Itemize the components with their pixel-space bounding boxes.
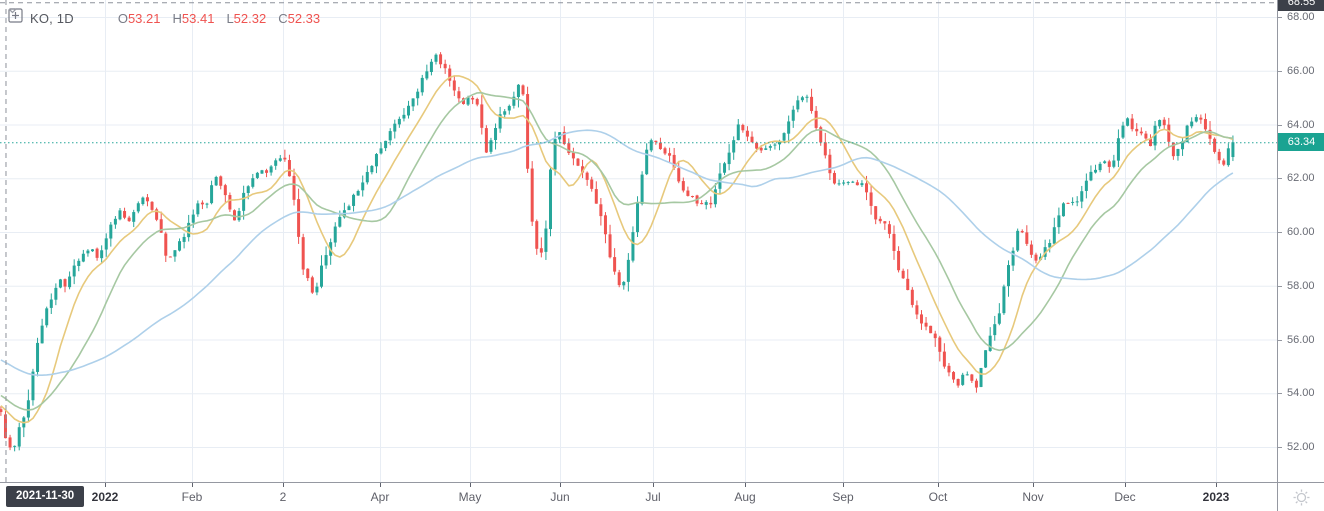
low-value: 52.32: [233, 10, 267, 26]
price-axis-tick: [1278, 124, 1282, 126]
last-price-badge: 63.34: [1278, 133, 1324, 152]
symbol-title[interactable]: KO, 1D: [30, 10, 74, 26]
time-axis-label: Dec: [1114, 490, 1136, 504]
time-axis-label: 2022: [91, 490, 119, 504]
close-value: 52.33: [287, 10, 321, 26]
time-axis-tick: [653, 483, 654, 487]
candlestick-chart[interactable]: [0, 0, 1277, 482]
high-value: 53.41: [181, 10, 215, 26]
time-axis-label: Nov: [1022, 490, 1044, 504]
time-axis-tick: [192, 483, 193, 487]
price-axis-label: 64.00: [1287, 118, 1315, 131]
price-axis-label: 56.00: [1287, 333, 1315, 346]
ohlc-readout: O53.21 H53.41 L52.32 C52.33: [118, 11, 332, 26]
time-axis-tick: [380, 483, 381, 487]
crosshair-date-badge: 2021-11-30: [6, 486, 85, 507]
time-axis-tick: [470, 483, 471, 487]
symbol-legend: KO, 1D O53.21 H53.41 L52.32 C52.33: [8, 8, 332, 28]
time-axis-label: Oct: [928, 490, 948, 504]
time-axis-tick: [283, 483, 284, 487]
time-axis-label: 2: [279, 490, 287, 504]
time-axis-tick: [938, 483, 939, 487]
price-axis-label: 54.00: [1287, 387, 1315, 400]
time-axis-tick: [745, 483, 746, 487]
time-axis-label: Aug: [734, 490, 756, 504]
axis-corner: [1277, 482, 1324, 511]
price-axis-tick: [1278, 285, 1282, 287]
close-label: C: [278, 10, 288, 26]
price-axis-tick: [1278, 70, 1282, 72]
price-axis-tick: [1278, 232, 1282, 233]
time-axis-tick: [1125, 483, 1126, 487]
open-label: O: [117, 10, 128, 26]
high-label: H: [172, 10, 182, 26]
price-axis-label: 68.00: [1287, 11, 1315, 23]
time-axis-tick: [1033, 483, 1034, 487]
price-axis-tick: [1278, 393, 1282, 395]
crosshair-price-badge: 68.55: [1278, 0, 1324, 12]
time-axis-label: Jun: [550, 490, 570, 504]
price-axis-label: 62.00: [1287, 172, 1315, 185]
time-axis-tick: [560, 483, 561, 487]
time-axis-label: Feb: [181, 490, 203, 504]
price-axis-label: 58.00: [1287, 279, 1315, 292]
time-axis-tick: [1216, 483, 1217, 487]
gear-icon[interactable]: [1293, 489, 1310, 506]
open-value: 53.21: [127, 10, 161, 26]
symbol-add-icon: [8, 8, 23, 26]
symbol-button[interactable]: KO, 1D: [8, 8, 78, 26]
time-axis-label: Apr: [370, 490, 390, 504]
chart-canvas[interactable]: KO, 1D O53.21 H53.41 L52.32 C52.33: [0, 0, 1277, 482]
price-axis-label: 60.00: [1287, 226, 1315, 238]
time-axis-label: Sep: [832, 490, 854, 504]
price-axis[interactable]: 68.55 63.34 68.00 66.00 64.00 62.00 60.00 58.…: [1277, 0, 1324, 482]
price-axis-tick: [1278, 17, 1282, 18]
time-axis-label: May: [458, 490, 482, 504]
time-axis[interactable]: 2021-11-30 2022 Feb 2 Apr May Jun Jul Aug Sep Oct…: [0, 482, 1277, 511]
price-axis-label: 52.00: [1287, 441, 1315, 453]
price-axis-tick: [1278, 447, 1282, 448]
price-axis-tick: [1278, 178, 1282, 180]
time-axis-label: Jul: [645, 490, 661, 504]
time-axis-label: 2023: [1202, 490, 1230, 504]
time-axis-tick: [843, 483, 844, 487]
price-axis-tick: [1278, 339, 1282, 341]
time-axis-tick: [105, 483, 106, 487]
price-axis-label: 66.00: [1287, 64, 1315, 77]
low-label: L: [226, 10, 234, 26]
